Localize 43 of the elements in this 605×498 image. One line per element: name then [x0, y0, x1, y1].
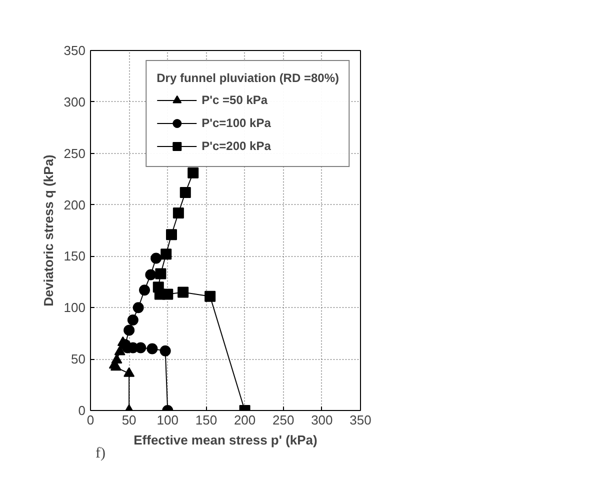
y-tick-label: 250 — [64, 146, 86, 161]
y-axis-title: Deviatoric stress q (kPa) — [40, 154, 56, 306]
point — [188, 167, 199, 178]
legend-label: P'c=200 kPa — [202, 139, 271, 153]
x-tick-label: 250 — [272, 412, 294, 428]
point — [127, 314, 138, 326]
legend-title: Dry funnel pluviation (RD =80%) — [156, 71, 339, 85]
point — [150, 252, 162, 264]
legend-label: P'c =50 kPa — [202, 93, 268, 107]
x-tick-label: 150 — [195, 412, 218, 428]
point — [180, 186, 191, 198]
x-tick-label: 300 — [311, 412, 333, 428]
point — [178, 286, 189, 298]
y-tick-label: 100 — [64, 300, 86, 316]
point — [139, 284, 150, 296]
point — [120, 339, 131, 350]
point — [155, 268, 166, 280]
x-tick-label: 50 — [122, 412, 136, 428]
x-tick-label: 100 — [156, 412, 178, 428]
point — [166, 229, 177, 240]
y-tick-label: 300 — [64, 94, 86, 110]
y-tick-label: 150 — [64, 248, 86, 264]
point — [152, 282, 164, 293]
y-tick-label: 0 — [78, 403, 86, 418]
point — [204, 290, 216, 302]
x-tick-label: 350 — [350, 412, 372, 428]
point — [124, 324, 135, 336]
point — [132, 302, 144, 314]
point — [160, 248, 172, 260]
y-tick-label: 50 — [71, 352, 86, 367]
point — [111, 354, 122, 364]
point — [124, 367, 135, 377]
legend-label: P'c=100 kPa — [202, 116, 271, 130]
y-tick-label: 200 — [64, 197, 86, 212]
point — [114, 346, 126, 356]
y-tick-label: 350 — [64, 43, 86, 58]
x-axis-title: Effective mean stress p' (kPa) — [134, 432, 318, 448]
point — [172, 208, 184, 219]
text: f) — [96, 446, 106, 462]
point — [146, 343, 158, 354]
x-tick-label: 200 — [234, 412, 256, 428]
point — [160, 345, 171, 356]
point — [145, 269, 156, 280]
